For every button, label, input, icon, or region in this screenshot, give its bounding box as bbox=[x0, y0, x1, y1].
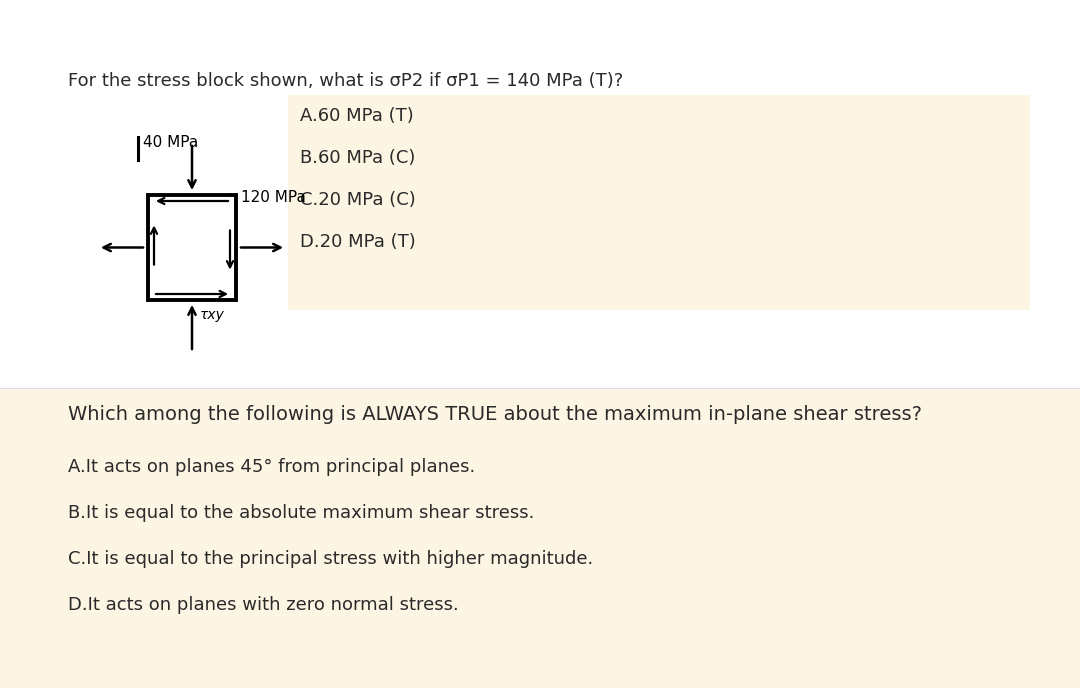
Text: C.It is equal to the principal stress with higher magnitude.: C.It is equal to the principal stress wi… bbox=[68, 550, 593, 568]
Text: τxy: τxy bbox=[200, 308, 225, 322]
Text: D.20 MPa (T): D.20 MPa (T) bbox=[300, 233, 416, 251]
Text: 120 MPa: 120 MPa bbox=[241, 190, 306, 205]
Text: D.It acts on planes with zero normal stress.: D.It acts on planes with zero normal str… bbox=[68, 596, 459, 614]
Bar bbox=[288, 95, 1030, 310]
Text: C.20 MPa (C): C.20 MPa (C) bbox=[300, 191, 416, 209]
Text: 40 MPa: 40 MPa bbox=[143, 135, 199, 150]
Text: For the stress block shown, what is σP2 if σP1 = 140 MPa (T)?: For the stress block shown, what is σP2 … bbox=[68, 72, 623, 90]
Bar bbox=[148, 195, 237, 300]
Text: Which among the following is ALWAYS TRUE about the maximum in-plane shear stress: Which among the following is ALWAYS TRUE… bbox=[68, 405, 922, 424]
Text: A.It acts on planes 45° from principal planes.: A.It acts on planes 45° from principal p… bbox=[68, 458, 475, 476]
Text: B.60 MPa (C): B.60 MPa (C) bbox=[300, 149, 416, 167]
Text: A.60 MPa (T): A.60 MPa (T) bbox=[300, 107, 414, 125]
Bar bbox=[148, 195, 237, 300]
Bar bbox=[0, 390, 1080, 688]
Text: B.It is equal to the absolute maximum shear stress.: B.It is equal to the absolute maximum sh… bbox=[68, 504, 535, 522]
